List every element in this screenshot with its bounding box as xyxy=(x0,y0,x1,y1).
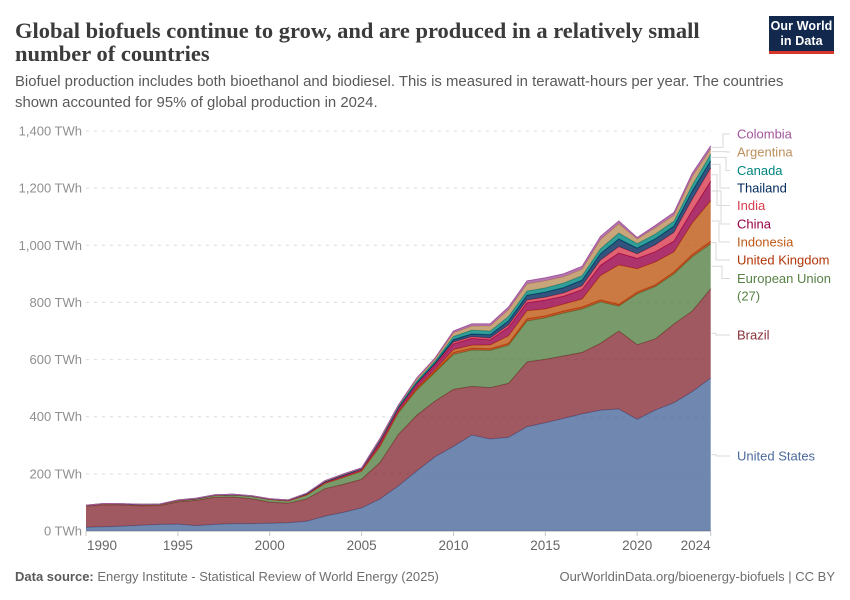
svg-text:China: China xyxy=(737,217,772,232)
svg-text:European Union: European Union xyxy=(737,271,831,286)
svg-text:200 TWh: 200 TWh xyxy=(29,466,82,481)
svg-text:Brazil: Brazil xyxy=(737,328,770,343)
svg-text:2005: 2005 xyxy=(347,538,377,553)
svg-text:1,000 TWh: 1,000 TWh xyxy=(19,238,82,253)
svg-text:(27): (27) xyxy=(737,289,760,304)
svg-text:United Kingdom: United Kingdom xyxy=(737,253,830,268)
svg-text:400 TWh: 400 TWh xyxy=(29,409,82,424)
svg-text:0 TWh: 0 TWh xyxy=(44,524,82,539)
svg-text:1,400 TWh: 1,400 TWh xyxy=(19,124,82,139)
svg-text:2015: 2015 xyxy=(530,538,560,553)
svg-text:United States: United States xyxy=(737,449,816,464)
svg-text:Argentina: Argentina xyxy=(737,145,793,160)
svg-text:800 TWh: 800 TWh xyxy=(29,295,82,310)
svg-text:1995: 1995 xyxy=(163,538,193,553)
svg-text:2000: 2000 xyxy=(255,538,285,553)
svg-text:1,200 TWh: 1,200 TWh xyxy=(19,181,82,196)
svg-text:Canada: Canada xyxy=(737,163,783,178)
svg-text:India: India xyxy=(737,198,766,213)
svg-text:2010: 2010 xyxy=(438,538,468,553)
svg-text:Thailand: Thailand xyxy=(737,181,787,196)
svg-text:2020: 2020 xyxy=(622,538,652,553)
svg-text:1990: 1990 xyxy=(87,538,117,553)
svg-text:Indonesia: Indonesia xyxy=(737,235,794,250)
svg-text:600 TWh: 600 TWh xyxy=(29,352,82,367)
svg-text:Colombia: Colombia xyxy=(737,127,793,142)
svg-text:2024: 2024 xyxy=(681,538,712,553)
